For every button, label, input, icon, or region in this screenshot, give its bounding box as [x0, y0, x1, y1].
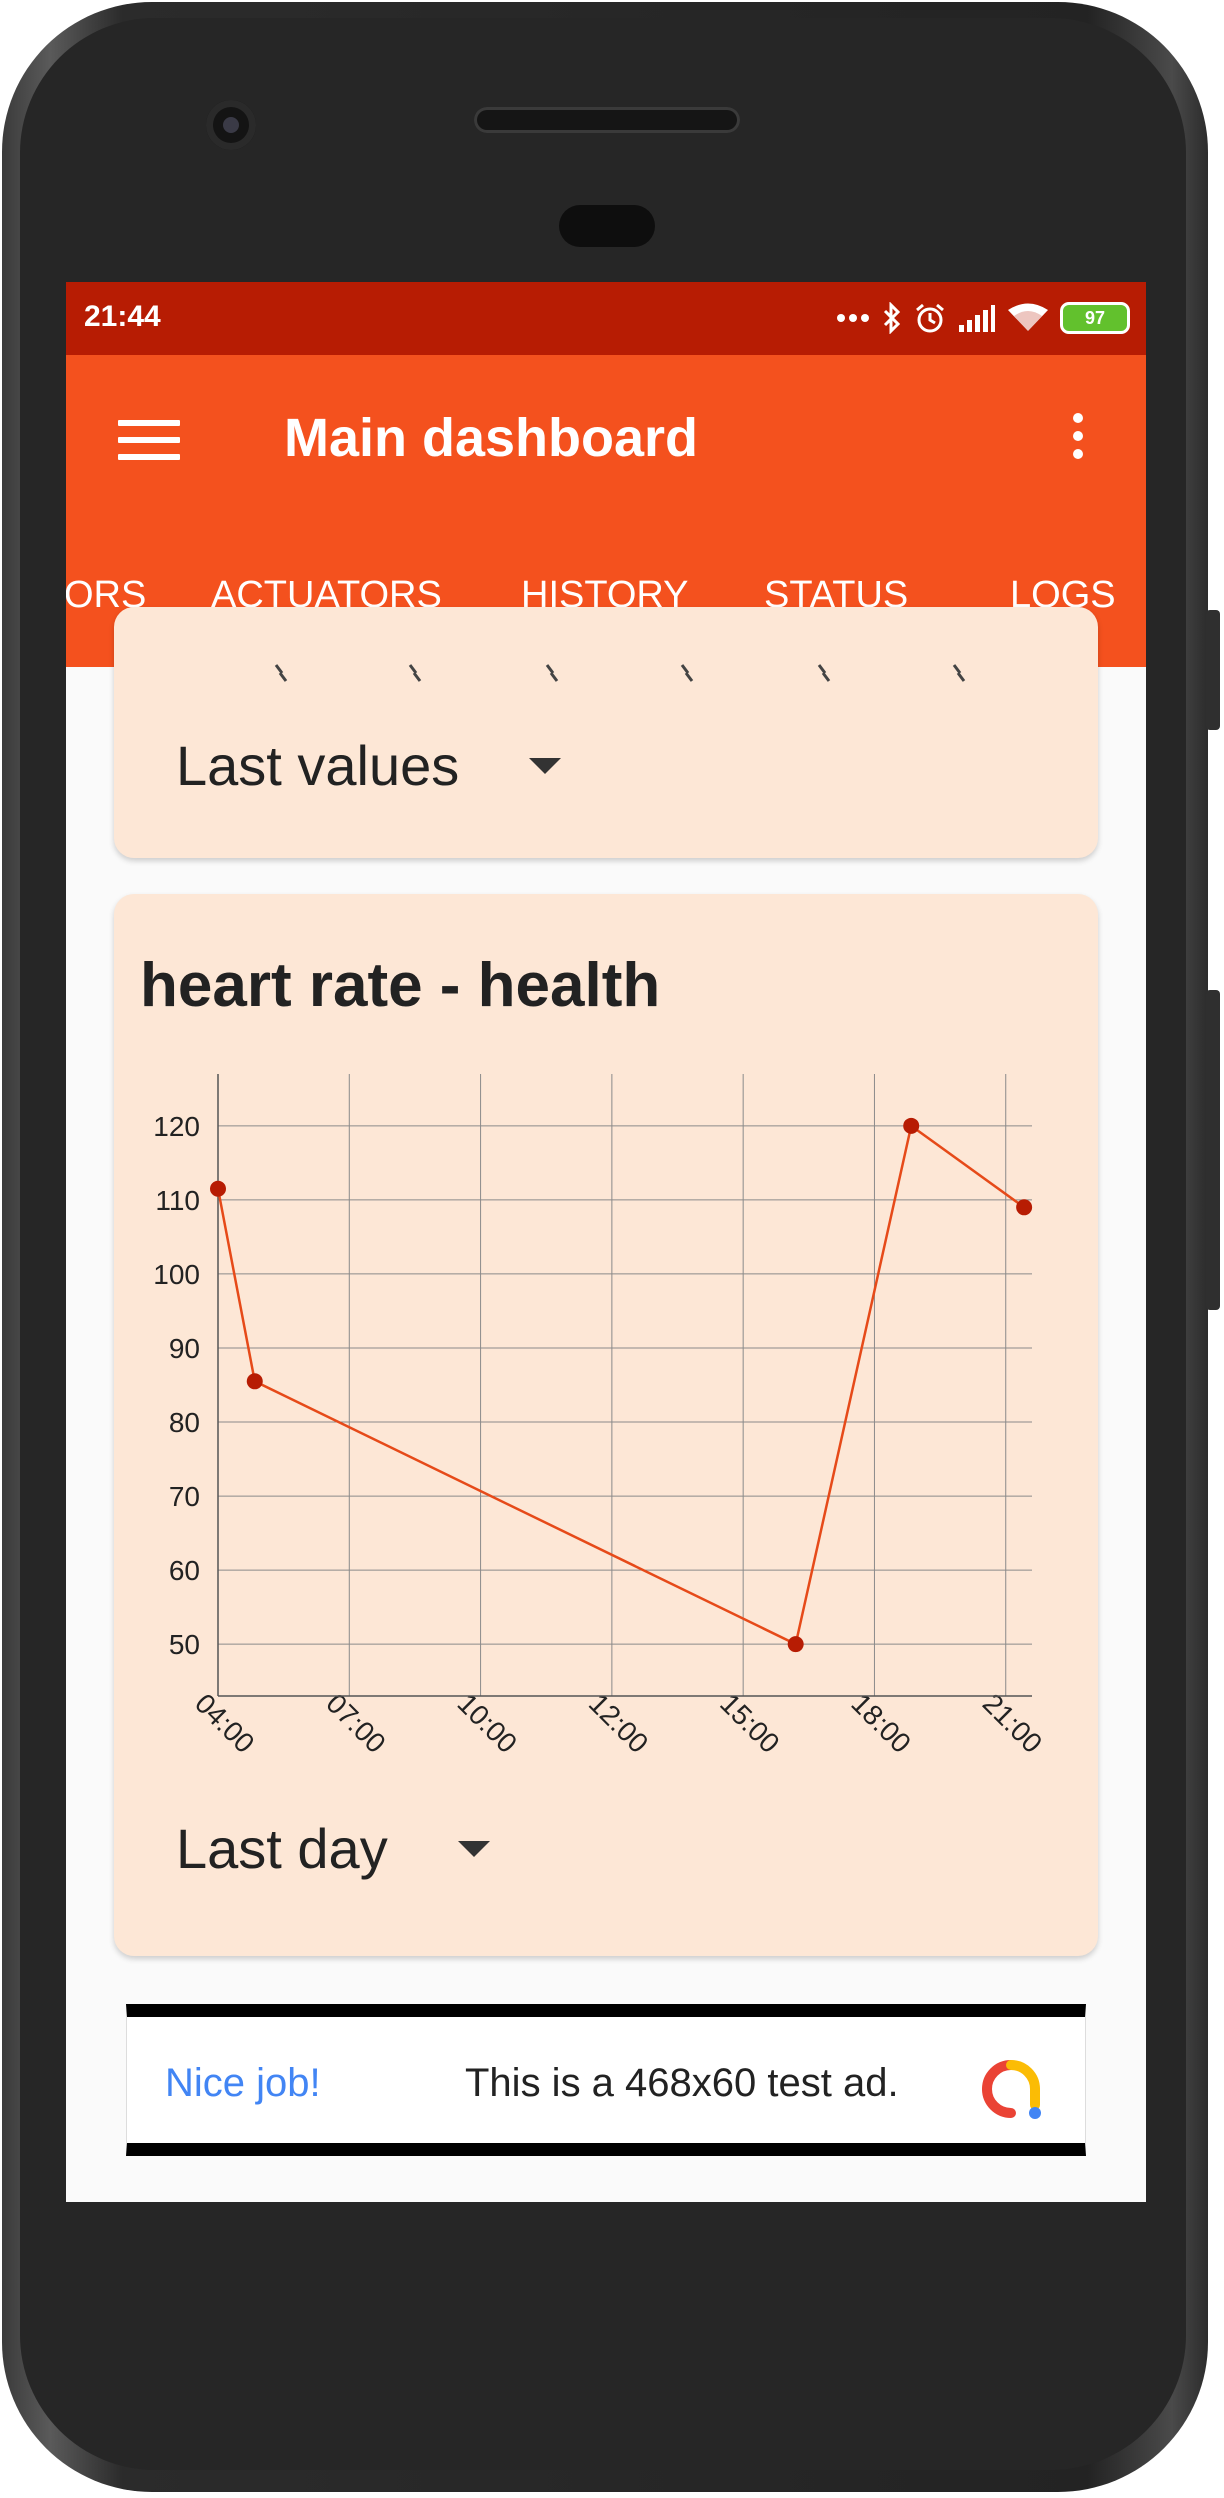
y-tick-label: 50 — [169, 1629, 200, 1660]
battery-icon: 97 — [1060, 302, 1130, 334]
y-tick-label: 110 — [155, 1185, 200, 1216]
history-content[interactable]: Last values heart rate - health 50 60 70 80… — [66, 607, 1146, 2202]
earpiece-speaker — [474, 107, 740, 133]
x-tick-label: 04:00 — [189, 1688, 260, 1759]
ad-body: This is a 468x60 test ad. — [465, 2061, 899, 2105]
clipped-axis-ticks — [274, 664, 966, 682]
data-point — [246, 1373, 263, 1390]
data-point — [903, 1117, 920, 1134]
hamburger-menu-icon[interactable] — [118, 420, 180, 460]
test-ad-banner[interactable]: Nice job! This is a 468x60 test ad. — [126, 2004, 1086, 2156]
range-select-value: Last values — [176, 734, 460, 797]
card-title: heart rate - health — [140, 951, 661, 1020]
signal-icon — [959, 305, 995, 332]
x-tick-label: 12:00 — [583, 1688, 654, 1759]
data-point — [787, 1636, 804, 1653]
status-bar: 21:44 97 — [66, 282, 1146, 355]
ad-headline: Nice job! — [165, 2061, 321, 2105]
app-title: Main dashboard — [284, 408, 699, 468]
wifi-icon — [1008, 303, 1048, 331]
data-point — [1016, 1199, 1033, 1216]
x-tick-label: 10:00 — [452, 1688, 523, 1759]
history-card: Last values — [114, 607, 1098, 858]
x-tick-label: 15:00 — [714, 1688, 785, 1759]
status-time: 21:44 — [84, 300, 161, 333]
y-tick-label: 70 — [169, 1481, 200, 1512]
series-line — [216, 1123, 1025, 1646]
alarm-icon — [916, 303, 944, 333]
range-select-last-day[interactable]: Last day — [176, 1816, 490, 1881]
x-tick-label: 21:00 — [977, 1688, 1048, 1759]
power-button — [1206, 990, 1220, 1310]
bluetooth-icon — [883, 302, 901, 334]
x-tick-label: 18:00 — [845, 1688, 916, 1759]
heart-rate-card: heart rate - health 50 60 70 80 90 100 110 120 0… — [114, 894, 1098, 1956]
range-select-value: Last day — [176, 1817, 388, 1880]
volume-button — [1206, 610, 1220, 730]
y-tick-label: 100 — [153, 1259, 200, 1290]
y-tick-label: 80 — [169, 1407, 200, 1438]
range-select-last-values[interactable]: Last values — [176, 733, 562, 798]
y-tick-label: 60 — [169, 1555, 200, 1586]
more-vert-icon[interactable] — [1066, 413, 1090, 469]
y-tick-label: 90 — [169, 1333, 200, 1364]
front-camera — [206, 100, 256, 150]
y-tick-label: 120 — [153, 1111, 200, 1142]
chevron-down-icon — [457, 1840, 490, 1857]
status-icons: 97 — [836, 296, 1130, 340]
more-dots-icon — [837, 314, 869, 322]
data-point — [210, 1180, 226, 1197]
x-tick-label: 07:00 — [320, 1688, 391, 1759]
chevron-down-icon — [529, 757, 562, 774]
screen: 21:44 97 Main dashboard ORS ACTUATORS HI… — [66, 282, 1146, 2202]
proximity-sensor — [559, 205, 655, 247]
ad-logo-icon — [982, 2060, 1041, 2119]
heart-rate-chart: 50 60 70 80 90 100 110 120 04:00 07:00 10:00 12:00 1… — [153, 1074, 1048, 1759]
